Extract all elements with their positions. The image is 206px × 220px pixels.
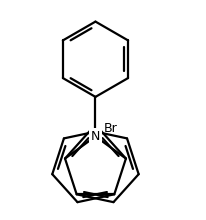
Text: N: N [91, 130, 100, 143]
Text: Br: Br [104, 122, 117, 135]
